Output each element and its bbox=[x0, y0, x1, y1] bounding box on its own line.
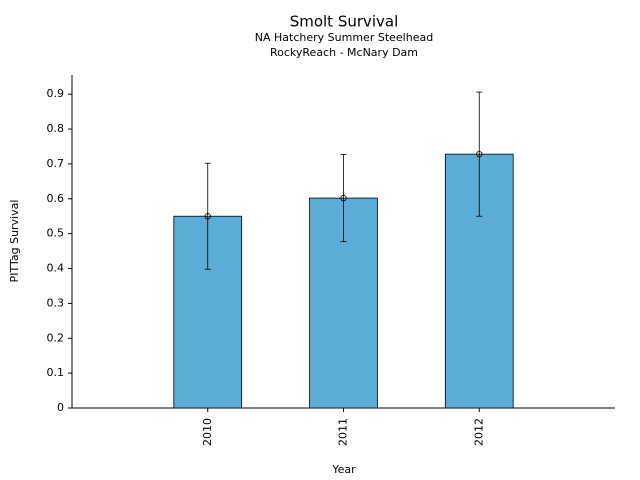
y-tick-label: 0.4 bbox=[47, 262, 65, 275]
y-tick-label: 0.7 bbox=[47, 157, 65, 170]
point-marker bbox=[340, 194, 347, 202]
y-tick-label: 0.2 bbox=[47, 331, 65, 344]
y-axis-label: PITTag Survival bbox=[8, 200, 21, 283]
error-bar bbox=[204, 162, 211, 270]
x-tick-label: 2011 bbox=[337, 418, 350, 446]
point-marker bbox=[476, 150, 483, 158]
error-bar bbox=[340, 154, 347, 243]
y-tick-label: 0.1 bbox=[47, 366, 65, 379]
y-tick-label: 0.3 bbox=[47, 296, 65, 309]
chart-title: Smolt Survival bbox=[290, 13, 399, 31]
error-bar bbox=[476, 91, 483, 217]
chart-subtitle: NA Hatchery Summer Steelhead bbox=[255, 31, 433, 44]
x-tick-label: 2012 bbox=[472, 418, 485, 446]
y-tick-label: 0.5 bbox=[47, 227, 65, 240]
y-tick-label: 0.6 bbox=[47, 192, 65, 205]
x-tick-label: 2010 bbox=[201, 418, 214, 446]
x-axis-label: Year bbox=[331, 463, 356, 476]
y-tick-label: 0.9 bbox=[47, 87, 65, 100]
point-marker bbox=[204, 213, 211, 220]
y-tick-label: 0.8 bbox=[47, 122, 65, 135]
chart-subtitle: RockyReach - McNary Dam bbox=[270, 46, 418, 59]
y-tick-label: 0 bbox=[57, 401, 64, 414]
